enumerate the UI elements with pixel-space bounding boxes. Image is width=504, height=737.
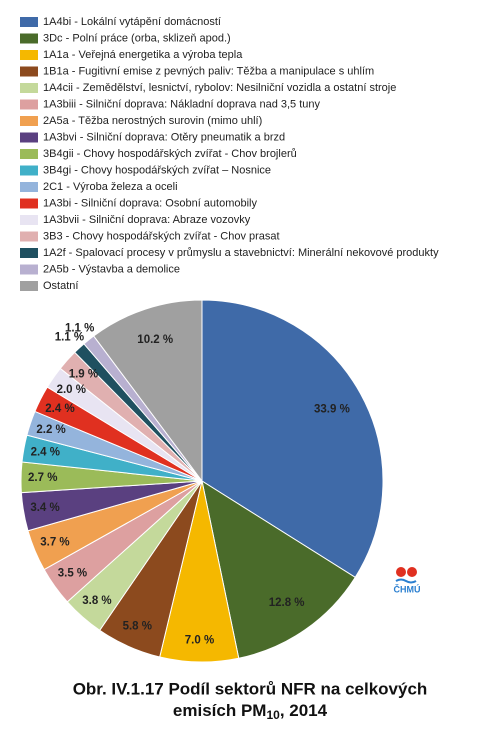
legend-label: 3B4gii - Chovy hospodářských zvířat - Ch… <box>43 148 297 160</box>
legend-label: 2C1 - Výroba železa a oceli <box>43 181 178 193</box>
pie-slice <box>92 299 203 483</box>
value-label: 2.0 % <box>57 384 86 396</box>
logo-dot <box>407 567 417 577</box>
legend-swatch <box>20 50 38 60</box>
logo-text: ČHMÚ <box>394 583 421 594</box>
legend-swatch <box>20 281 38 291</box>
legend-label: 1A4bi - Lokální vytápění domácností <box>43 16 221 28</box>
legend-swatch <box>20 248 38 258</box>
legend-swatch <box>20 99 38 110</box>
legend-swatch <box>20 17 38 27</box>
chart-title: Obr. IV.1.17 Podíl sektorů NFR na celkov… <box>73 679 428 698</box>
legend-label: 1A4cii - Zemědělství, lesnictví, rybolov… <box>43 82 396 94</box>
legend-swatch <box>20 231 38 242</box>
value-label: 2.4 % <box>45 403 74 415</box>
value-label: 2.7 % <box>28 472 57 484</box>
title-subscript: 10 <box>266 708 280 722</box>
legend-label: 2A5a - Těžba nerostných surovin (mimo uh… <box>43 115 262 127</box>
value-label: 10.2 % <box>137 334 173 346</box>
logo: ČHMÚ <box>394 567 421 594</box>
value-label: 3.5 % <box>58 568 87 580</box>
pie-slice <box>201 299 384 579</box>
title-part: , 2014 <box>280 701 328 720</box>
legend-swatch <box>20 132 38 143</box>
value-label: 1.9 % <box>69 369 98 381</box>
legend-swatch <box>20 198 38 209</box>
value-label: 3.8 % <box>82 595 111 607</box>
legend-label: Ostatní <box>43 280 78 292</box>
value-label: 12.8 % <box>269 597 305 609</box>
legend-label: 1A3bvii - Silniční doprava: Abraze vozov… <box>43 214 251 226</box>
legend-label: 3B4gi - Chovy hospodářských zvířat – Nos… <box>43 164 271 176</box>
legend-swatch <box>20 116 38 126</box>
value-label: 1.1 % <box>55 331 84 343</box>
legend-swatch <box>20 165 38 176</box>
logo-dot <box>396 567 406 577</box>
legend-swatch <box>20 264 38 275</box>
legend-swatch <box>20 182 38 192</box>
value-label: 33.9 % <box>314 403 350 415</box>
legend-label: 3B3 - Chovy hospodářských zvířat - Chov … <box>43 230 280 242</box>
legend-swatch <box>20 33 38 44</box>
value-label: 3.4 % <box>30 502 59 514</box>
legend-swatch <box>20 83 38 93</box>
value-label: 3.7 % <box>40 536 69 548</box>
logo-wave <box>395 578 417 584</box>
legend-label: 2A5b - Výstavba a demolice <box>43 263 180 275</box>
legend-label: 1A1a - Veřejná energetika a výroba tepla <box>43 49 243 61</box>
value-label: 2.2 % <box>36 424 65 436</box>
chart-title: emisích PM10, 2014 <box>173 701 328 722</box>
legend-label: 1A3bi - Silniční doprava: Osobní automob… <box>43 197 258 209</box>
legend-swatch <box>20 66 38 77</box>
legend-label: 1A3bvi - Silniční doprava: Otěry pneumat… <box>43 131 285 143</box>
legend-label: 1B1a - Fugitivní emise z pevných paliv: … <box>43 65 374 77</box>
value-label: 5.8 % <box>123 621 152 633</box>
legend-label: 1A2f - Spalovací procesy v průmyslu a st… <box>43 247 439 259</box>
value-label: 1.1 % <box>65 323 94 335</box>
legend-swatch <box>20 215 38 225</box>
legend-swatch <box>20 149 38 159</box>
value-label: 7.0 % <box>185 634 214 646</box>
value-label: 2.4 % <box>31 446 60 458</box>
legend-label: 1A3biii - Silniční doprava: Nákladní dop… <box>43 98 321 110</box>
pie-slice <box>201 479 356 659</box>
legend-label: 3Dc - Polní práce (orba, sklizeň apod.) <box>43 32 231 44</box>
title-part: emisích PM <box>173 701 267 720</box>
